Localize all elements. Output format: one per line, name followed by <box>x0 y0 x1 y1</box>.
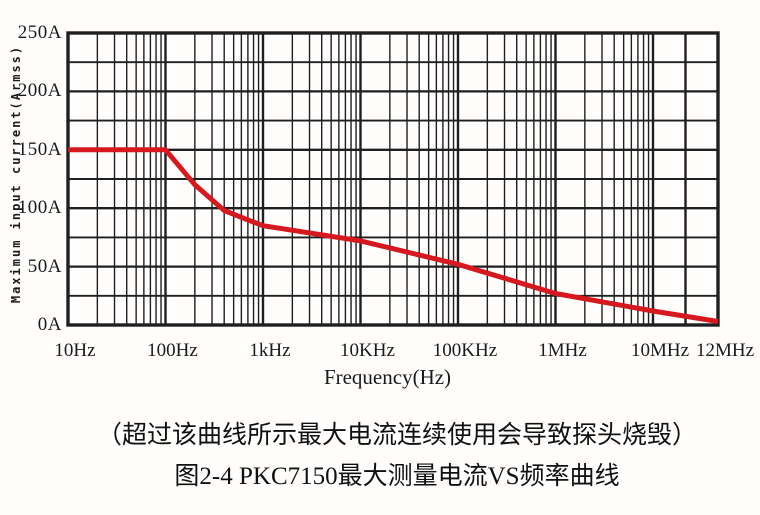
x-axis-title: Frequency(Hz) <box>323 365 452 389</box>
y-tick-label: 250A <box>17 22 62 43</box>
x-tick-label: 100Hz <box>147 340 198 361</box>
figure-caption: 图2-4 PKC7150最大测量电流VS频率曲线 <box>174 463 620 490</box>
warning-caption: （超过该曲线所示最大电流连续使用会导致探头烧毁） <box>96 422 697 449</box>
y-tick-label: 50A <box>27 255 62 277</box>
x-tick-label: 1kHz <box>249 340 291 361</box>
x-tick-label: 12MHz <box>695 340 755 361</box>
x-tick-label: 100KHz <box>432 340 498 361</box>
x-tick-label: 10MHz <box>630 340 690 361</box>
x-tick-label: 10Hz <box>54 340 96 361</box>
y-tick-label: 100A <box>17 197 62 219</box>
y-tick-label: 150A <box>17 138 62 160</box>
y-tick-label: 200A <box>17 80 62 102</box>
x-tick-label: 10KHz <box>340 340 395 361</box>
x-tick-label: 1MHz <box>538 340 587 361</box>
y-tick-label: 0A <box>37 314 62 335</box>
current-vs-frequency-chart: Maximum input current(Armss) Frequency(H… <box>9 22 755 389</box>
chart-canvas <box>66 31 720 327</box>
y-axis-title: Maximum input current(Armss) <box>9 44 23 304</box>
